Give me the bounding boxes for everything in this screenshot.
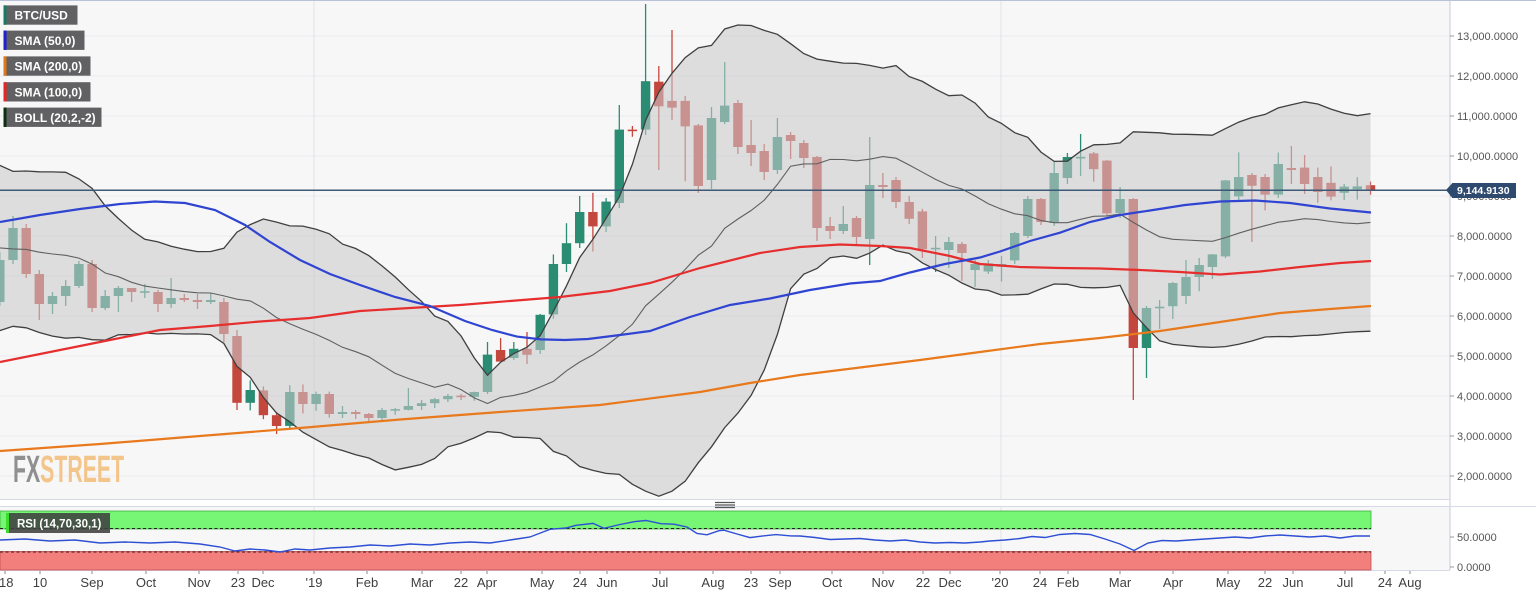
svg-text:50.0000: 50.0000: [1457, 532, 1497, 544]
svg-text:5,000.0000: 5,000.0000: [1457, 351, 1512, 363]
svg-text:10: 10: [33, 575, 47, 590]
svg-text:'20: '20: [992, 575, 1009, 590]
svg-text:24: 24: [1378, 575, 1392, 590]
svg-text:7,000.0000: 7,000.0000: [1457, 271, 1512, 283]
svg-text:SMA (200,0): SMA (200,0): [15, 60, 83, 74]
svg-text:4,000.0000: 4,000.0000: [1457, 391, 1512, 403]
svg-text:Jun: Jun: [597, 575, 618, 590]
svg-text:23: 23: [231, 575, 245, 590]
svg-text:8,000.0000: 8,000.0000: [1457, 231, 1512, 243]
svg-text:12,000.0000: 12,000.0000: [1457, 71, 1518, 83]
svg-text:13,000.0000: 13,000.0000: [1457, 31, 1518, 43]
svg-text:24: 24: [1033, 575, 1047, 590]
svg-text:Apr: Apr: [1163, 575, 1184, 590]
svg-text:2,000.0000: 2,000.0000: [1457, 471, 1512, 483]
svg-text:0.0000: 0.0000: [1457, 562, 1491, 574]
svg-text:9,144.9130: 9,144.9130: [1457, 185, 1510, 197]
svg-text:Mar: Mar: [411, 575, 434, 590]
svg-text:Sep: Sep: [80, 575, 103, 590]
svg-text:10,000.0000: 10,000.0000: [1457, 151, 1518, 163]
svg-text:Dec: Dec: [251, 575, 275, 590]
svg-text:Jul: Jul: [1337, 575, 1354, 590]
svg-text:RSI (14,70,30,1): RSI (14,70,30,1): [17, 519, 102, 531]
svg-text:FXSTREET: FXSTREET: [13, 447, 124, 490]
svg-text:Jun: Jun: [1283, 575, 1304, 590]
svg-text:Nov: Nov: [187, 575, 211, 590]
svg-text:'19: '19: [306, 575, 323, 590]
svg-text:BOLL (20,2,-2): BOLL (20,2,-2): [15, 111, 96, 125]
svg-text:'18: '18: [0, 575, 13, 590]
svg-text:May: May: [1216, 575, 1241, 590]
svg-text:Aug: Aug: [1398, 575, 1421, 590]
svg-text:Mar: Mar: [1109, 575, 1132, 590]
svg-text:SMA (50,0): SMA (50,0): [15, 34, 76, 48]
svg-text:23: 23: [744, 575, 758, 590]
svg-text:Feb: Feb: [356, 575, 378, 590]
svg-text:Feb: Feb: [1057, 575, 1079, 590]
svg-text:24: 24: [573, 575, 587, 590]
svg-text:3,000.0000: 3,000.0000: [1457, 431, 1512, 443]
svg-text:Oct: Oct: [136, 575, 157, 590]
svg-text:SMA (100,0): SMA (100,0): [15, 85, 83, 99]
svg-text:Aug: Aug: [701, 575, 724, 590]
svg-text:Dec: Dec: [938, 575, 962, 590]
svg-text:Jul: Jul: [652, 575, 669, 590]
svg-text:Sep: Sep: [768, 575, 791, 590]
svg-text:BTC/USD: BTC/USD: [15, 9, 69, 23]
svg-text:May: May: [530, 575, 555, 590]
svg-text:22: 22: [1258, 575, 1272, 590]
svg-text:22: 22: [916, 575, 930, 590]
svg-text:Nov: Nov: [871, 575, 895, 590]
svg-text:22: 22: [454, 575, 468, 590]
svg-text:Apr: Apr: [477, 575, 498, 590]
svg-text:Oct: Oct: [822, 575, 843, 590]
svg-text:11,000.0000: 11,000.0000: [1457, 111, 1517, 123]
svg-text:6,000.0000: 6,000.0000: [1457, 311, 1512, 323]
